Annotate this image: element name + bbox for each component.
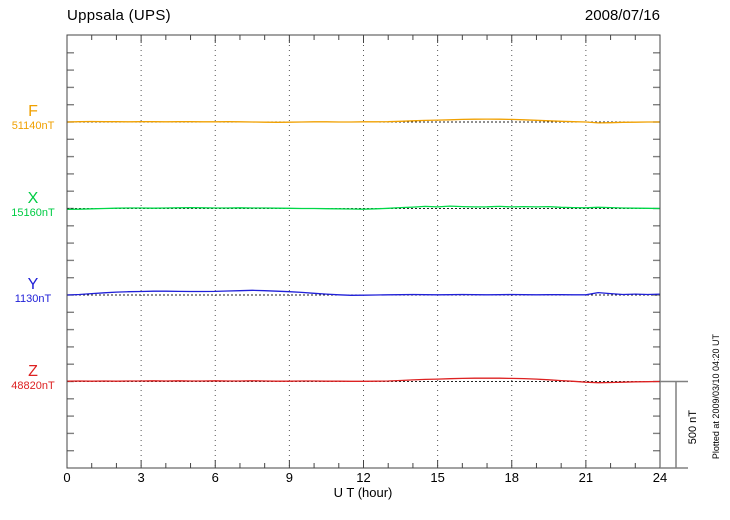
- x-tick-label-15: 15: [430, 470, 445, 485]
- series-label-x: X 15160nT: [4, 190, 62, 220]
- x-tick-label-18: 18: [504, 470, 519, 485]
- x-tick-label-0: 0: [63, 470, 71, 485]
- series-letter-y: Y: [27, 276, 39, 293]
- series-baseline-z: 48820nT: [11, 380, 55, 392]
- x-axis-title: U T (hour): [333, 485, 393, 500]
- station-title: Uppsala (UPS): [67, 7, 171, 24]
- series-baseline-x: 15160nT: [11, 207, 55, 219]
- series-label-y: Y 1130nT: [4, 276, 62, 306]
- plotted-at-note: Plotted at 2009/03/10 04:20 UT: [707, 322, 725, 472]
- series-letter-z: Z: [28, 363, 38, 380]
- series-letter-f: F: [28, 103, 38, 120]
- series-baseline-y: 1130nT: [14, 293, 52, 305]
- plotted-at-text: Plotted at 2009/03/10 04:20 UT: [711, 334, 721, 460]
- series-label-f: F 51140nT: [4, 103, 62, 133]
- series-label-z: Z 48820nT: [4, 363, 62, 393]
- x-tick-label-24: 24: [652, 470, 668, 485]
- x-tick-label-12: 12: [356, 470, 371, 485]
- scale-bar-label: 500 nT: [685, 388, 701, 466]
- scale-bar-label-text: 500 nT: [687, 409, 699, 445]
- plot-date: 2008/07/16: [584, 7, 660, 24]
- x-tick-label-21: 21: [578, 470, 594, 485]
- x-axis-tick-labels: 0 3 6 9 12 15 18 21 24: [57, 470, 670, 485]
- x-tick-label-3: 3: [137, 470, 145, 485]
- series-letter-x: X: [27, 190, 39, 207]
- x-tick-label-9: 9: [285, 470, 293, 485]
- series-baseline-f: 51140nT: [11, 120, 55, 132]
- x-tick-label-6: 6: [211, 470, 219, 485]
